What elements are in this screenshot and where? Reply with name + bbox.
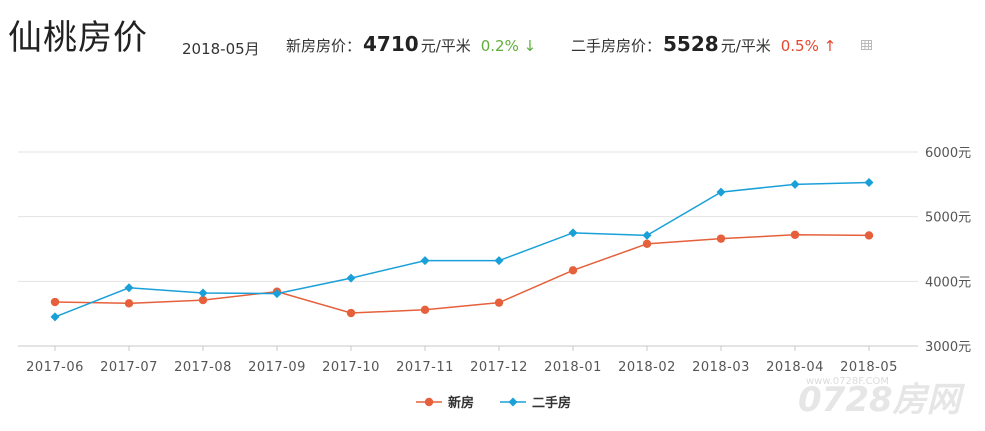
data-point (124, 283, 134, 293)
y-tick-label: 5000元 (925, 211, 971, 226)
data-point (50, 312, 60, 322)
second-hand-change: 0.5% ↑ (781, 37, 836, 55)
x-tick-label: 2018-02 (618, 360, 676, 375)
watermark-logo: 0728房网 (798, 380, 961, 420)
new-house-change: 0.2% ↓ (481, 37, 536, 55)
x-tick-label: 2017-11 (396, 360, 454, 375)
data-point (50, 297, 60, 307)
data-point (494, 256, 504, 266)
data-point (346, 308, 356, 318)
x-tick-label: 2017-12 (470, 360, 528, 375)
data-point (642, 239, 652, 249)
data-point (790, 179, 800, 189)
chart-legend[interactable]: 新房 二手房 (416, 395, 571, 411)
data-point (198, 295, 208, 305)
x-tick-label: 2017-07 (100, 360, 158, 375)
watermark-url: www.0728F.COM (806, 376, 890, 387)
data-point (494, 298, 504, 307)
second-hand-label: 二手房房价： (571, 37, 662, 55)
report-month: 2018-05月 (182, 40, 260, 58)
legend-label: 二手房 (532, 395, 571, 411)
page-title: 仙桃房价 (8, 18, 148, 58)
legend-marker (424, 397, 434, 407)
y-tick-label: 3000元 (925, 340, 971, 355)
data-point (716, 234, 726, 243)
second-hand-price: 5528 (663, 32, 719, 56)
data-point (198, 288, 208, 298)
x-tick-label: 2018-03 (692, 360, 750, 375)
data-point (346, 273, 356, 283)
new-house-unit: 元/平米 (420, 37, 471, 55)
series-line-second-hand (54, 181, 870, 318)
y-tick-label: 6000元 (925, 146, 971, 161)
x-tick-label: 2017-09 (248, 360, 306, 375)
new-house-price: 4710 (363, 32, 419, 56)
new-house-stat: 新房房价： 4710 元/平米 0.2% ↓ (286, 32, 536, 56)
data-point (864, 178, 874, 188)
grid-lines (18, 151, 918, 347)
y-axis-labels: 3000元 4000元 5000元 6000元 (925, 146, 971, 355)
data-point (568, 228, 578, 238)
second-hand-stat: 二手房房价： 5528 元/平米 0.5% ↑ (571, 32, 836, 56)
second-hand-change-value: 0.5% (780, 37, 819, 55)
data-point (864, 231, 874, 240)
x-tick-label: 2018-04 (766, 360, 824, 375)
x-tick-label: 2017-08 (174, 360, 232, 375)
table-icon[interactable] (861, 40, 872, 50)
data-point (568, 266, 578, 275)
arrow-down-icon: ↓ (523, 37, 537, 55)
data-point (420, 256, 430, 266)
series-group (50, 178, 874, 322)
x-tick-label: 2017-10 (322, 360, 380, 375)
y-tick-label: 4000元 (925, 275, 971, 290)
data-point (642, 230, 652, 240)
header: 仙桃房价 2018-05月 新房房价： 4710 元/平米 0.2% ↓ 二手房房价：… (0, 0, 985, 70)
data-point (124, 299, 134, 308)
new-house-change-value: 0.2% (480, 37, 519, 55)
arrow-up-icon: ↑ (823, 37, 837, 55)
x-axis-labels: 2017-06 2017-07 2017-08 2017-09 2017-10 2017-… (26, 346, 898, 375)
series-line-new-house (54, 234, 870, 314)
x-tick-label: 2017-06 (26, 360, 84, 375)
data-point (790, 230, 800, 239)
data-point (716, 187, 726, 197)
x-tick-label: 2018-05 (840, 360, 898, 375)
second-hand-unit: 元/平米 (720, 37, 771, 55)
data-point (420, 305, 430, 314)
data-point (272, 289, 282, 299)
x-tick-label: 2018-01 (544, 360, 602, 375)
legend-label: 新房 (448, 395, 474, 411)
legend-marker (508, 397, 518, 407)
new-house-label: 新房房价： (286, 37, 362, 55)
